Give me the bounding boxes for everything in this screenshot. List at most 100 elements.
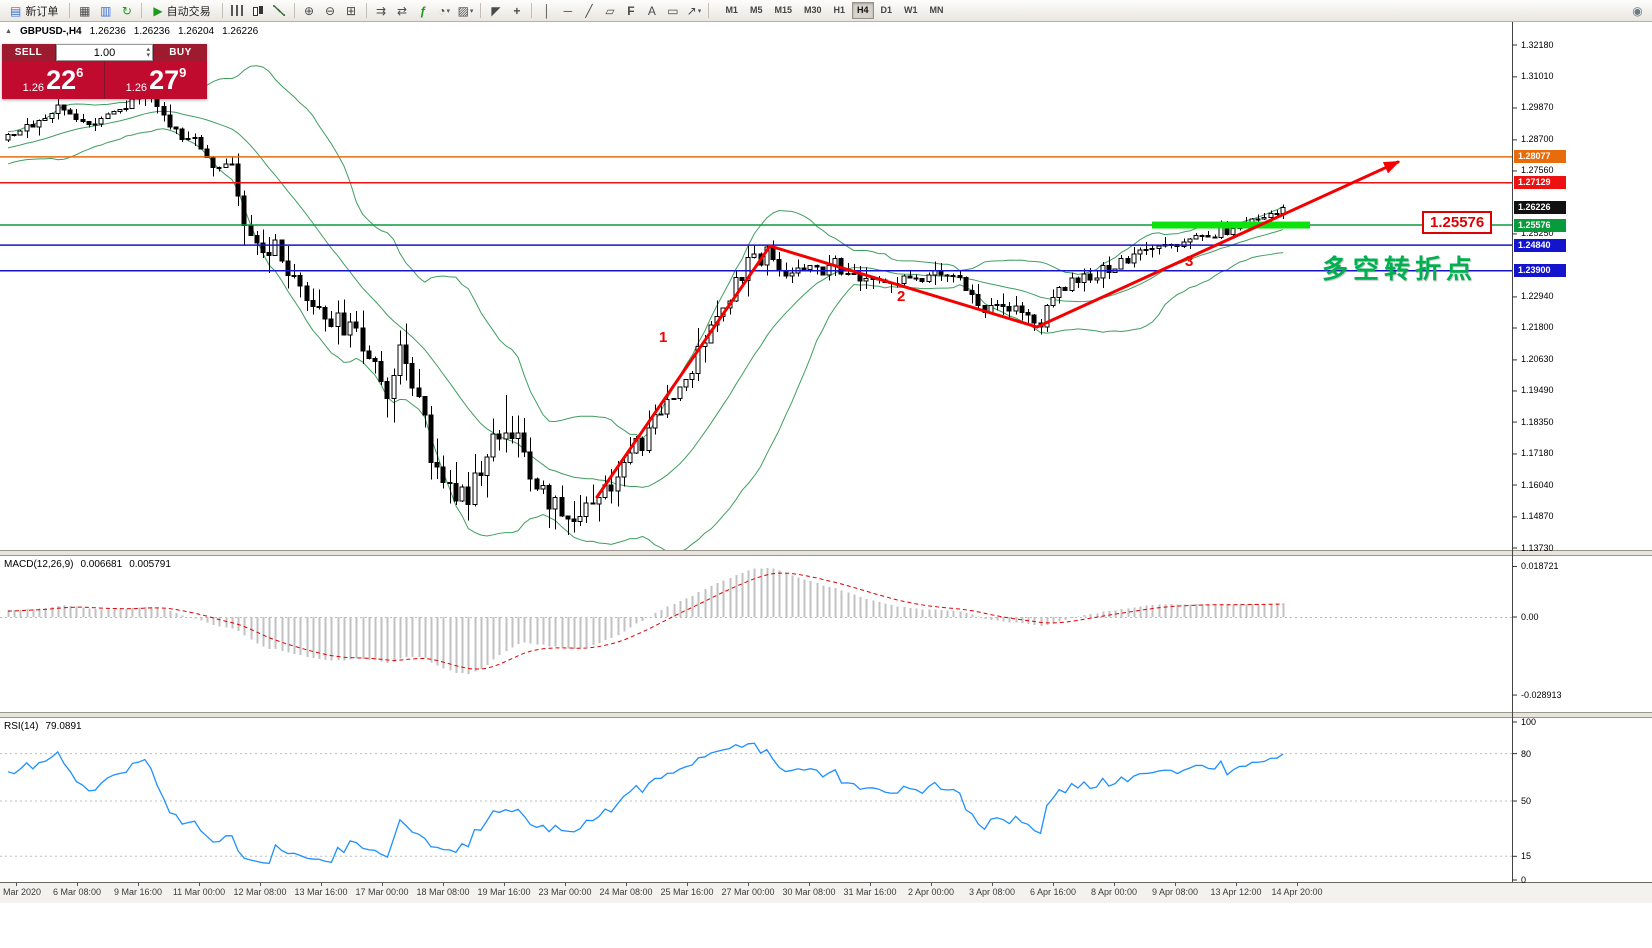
new-order-button[interactable]: ▤ 新订单 <box>3 1 65 20</box>
price-level-box: 1.24840 <box>1514 238 1566 252</box>
volume-stepper[interactable]: ▴▾ <box>56 44 153 61</box>
label-tool-button[interactable]: ▭ <box>662 1 683 20</box>
zoom-in-button[interactable]: ⊕ <box>299 1 320 20</box>
toolbar-group-chart-types <box>227 0 290 21</box>
time-axis-label: 9 Mar 16:00 <box>113 887 163 897</box>
time-axis-label: 17 Mar 00:00 <box>355 887 409 897</box>
panel-separator[interactable] <box>0 712 1652 718</box>
time-axis-label: 3 Apr 08:00 <box>968 887 1016 897</box>
status-button[interactable]: ◉ <box>1627 1 1648 20</box>
volume-input[interactable] <box>75 46 134 59</box>
chart-window-button[interactable]: ▦ <box>74 1 95 20</box>
toolbar-separator <box>141 3 143 18</box>
timeframe-button-d1[interactable]: D1 <box>880 5 893 15</box>
line-chart-button[interactable] <box>269 1 290 20</box>
time-axis-label: 18 Mar 08:00 <box>416 887 470 897</box>
sell-price[interactable]: 1.26 22 6 <box>2 61 104 99</box>
crosshair-button[interactable]: + <box>506 1 527 20</box>
time-axis-strip[interactable] <box>0 883 1652 903</box>
timeframe-button-h4[interactable]: H4 <box>852 2 874 19</box>
profiles-button[interactable]: ▥ <box>95 1 116 20</box>
price-axis-tick: 1.19490 <box>1521 385 1554 396</box>
chart-shift-button[interactable]: ⇄ <box>392 1 413 20</box>
chevron-down-icon: ▾ <box>446 7 450 15</box>
trend-wave-line-1[interactable] <box>595 244 772 499</box>
trend-wave-line-3[interactable] <box>1035 160 1400 329</box>
price-axis-tick: 1.16040 <box>1521 479 1554 490</box>
price-annotation-label[interactable]: 1.25576 <box>1422 211 1493 234</box>
wave-label-2[interactable]: 2 <box>897 288 906 305</box>
sell-price-small: 1.26 <box>22 82 45 94</box>
price-axis-tick: 1.28700 <box>1521 134 1554 145</box>
trend-wave-line-2[interactable] <box>768 244 1039 329</box>
ohlc-open: 1.26236 <box>89 26 126 37</box>
price-axis-tick: 1.27560 <box>1521 165 1554 176</box>
volume-down-icon[interactable]: ▾ <box>146 51 150 59</box>
price-axis-tick: 1.17180 <box>1521 448 1554 459</box>
toolbar-separator <box>221 3 223 18</box>
rsi-name: RSI(14) <box>4 721 39 732</box>
bar-chart-button[interactable] <box>227 1 248 20</box>
time-axis-label: 23 Mar 00:00 <box>538 887 592 897</box>
toolbar-group-zoom: ⊕ ⊖ ⊞ <box>299 0 362 21</box>
wave-label-1[interactable]: 1 <box>659 329 668 346</box>
buy-button[interactable]: BUY <box>154 44 207 61</box>
timeframe-button-m5[interactable]: M5 <box>749 5 763 15</box>
panel-separator[interactable] <box>0 550 1652 556</box>
indicators-button[interactable]: ƒ <box>413 1 434 20</box>
time-axis-label: 31 Mar 16:00 <box>843 887 897 897</box>
time-axis-label: 11 Mar 00:00 <box>172 887 226 897</box>
tile-windows-icon: ⊞ <box>346 3 357 18</box>
arrows-tool-icon: ↗ <box>686 3 697 18</box>
horizontal-line-button[interactable]: ─ <box>557 1 578 20</box>
periods-button[interactable]: ◔ ▾ <box>434 1 455 20</box>
time-axis-label: 6 Apr 16:00 <box>1029 887 1077 897</box>
status-icon: ◉ <box>1632 3 1643 18</box>
rsi-layer <box>0 742 1512 865</box>
timeframe-button-w1[interactable]: W1 <box>904 5 918 15</box>
timeframe-button-mn[interactable]: MN <box>929 5 944 15</box>
play-icon: ▶ <box>153 3 163 18</box>
macd-histogram <box>7 567 1285 674</box>
time-axis-label: 19 Mar 16:00 <box>477 887 531 897</box>
tile-windows-button[interactable]: ⊞ <box>341 1 362 20</box>
fibonacci-button[interactable]: F <box>620 1 641 20</box>
buy-price-big: 27 <box>149 64 180 95</box>
channel-button[interactable]: ▱ <box>599 1 620 20</box>
wave-label-3[interactable]: 3 <box>1185 253 1194 270</box>
support-highlight-bar[interactable] <box>1152 221 1310 229</box>
timeframe-button-h1[interactable]: H1 <box>833 5 846 15</box>
bollinger-lower-band <box>7 128 1284 550</box>
time-axis-label: 27 Mar 00:00 <box>721 887 775 897</box>
zoom-out-button[interactable]: ⊖ <box>320 1 341 20</box>
timeframe-button-m1[interactable]: M1 <box>725 5 738 15</box>
candlestick-button[interactable] <box>248 1 269 20</box>
volume-up-icon[interactable]: ▴ <box>146 45 150 53</box>
toolbar-separator <box>69 3 71 18</box>
timeframe-button-m30[interactable]: M30 <box>803 5 822 15</box>
vertical-line-button[interactable]: │ <box>536 1 557 20</box>
horizontal-line-icon: ─ <box>563 3 573 18</box>
timeframe-button-m15[interactable]: M15 <box>774 5 792 15</box>
autotrading-button[interactable]: ▶ 自动交易 <box>146 1 217 20</box>
time-axis-label: 24 Mar 08:00 <box>599 887 653 897</box>
turning-point-annotation[interactable]: 多空转折点 <box>1322 254 1478 284</box>
templates-button[interactable]: ▨ ▾ <box>455 1 477 20</box>
arrows-tool-button[interactable]: ↗ ▾ <box>683 1 704 20</box>
candles-group <box>5 90 1286 536</box>
buy-price-small: 1.26 <box>125 82 148 94</box>
one-click-trade-panel: SELL ▴▾ BUY 1.26 22 6 1.26 27 9 <box>2 44 207 99</box>
trendline-button[interactable]: ╱ <box>578 1 599 20</box>
autoscroll-button[interactable]: ⇉ <box>371 1 392 20</box>
refresh-button[interactable]: ↻ <box>116 1 137 20</box>
price-axis-tick: 1.22940 <box>1521 291 1554 302</box>
toolbar-separator <box>293 3 295 18</box>
toolbar-group-objects: │ ─ ╱ ▱ F A ▭ ↗ ▾ <box>536 0 704 21</box>
sell-button[interactable]: SELL <box>2 44 55 61</box>
cursor-button[interactable]: ◤ <box>485 1 506 20</box>
text-tool-button[interactable]: A <box>641 1 662 20</box>
buy-price[interactable]: 1.26 27 9 <box>105 61 207 99</box>
toolbar-separator <box>708 3 710 18</box>
trade-panel-collapse-icon[interactable]: ▲ <box>5 28 12 35</box>
